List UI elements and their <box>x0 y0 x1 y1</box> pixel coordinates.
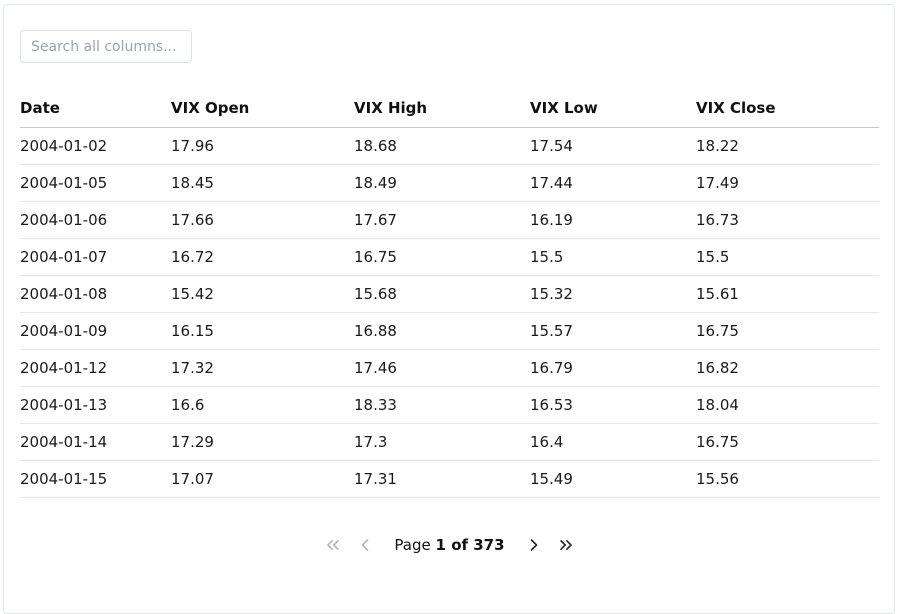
table-header: Date VIX Open VIX High VIX Low VIX Close <box>20 96 879 128</box>
cell-date: 2004-01-06 <box>20 201 171 239</box>
cell-vix-low: 16.53 <box>530 386 696 424</box>
cell-vix-low: 15.49 <box>530 460 696 498</box>
cell-vix-high: 17.46 <box>354 349 530 387</box>
chevron-right-icon <box>524 535 544 555</box>
cell-vix-open: 16.15 <box>171 312 354 350</box>
cell-vix-low: 15.32 <box>530 275 696 313</box>
cell-vix-low: 16.19 <box>530 201 696 239</box>
next-page-button[interactable] <box>521 532 547 558</box>
cell-date: 2004-01-09 <box>20 312 171 350</box>
table-row: 2004-01-15 17.07 17.31 15.49 15.56 <box>20 460 879 498</box>
cell-vix-close: 16.82 <box>696 349 879 387</box>
cell-date: 2004-01-05 <box>20 164 171 202</box>
pagination: Page 1 of 373 <box>20 532 879 558</box>
column-header-vix-open: VIX Open <box>171 96 354 128</box>
cell-vix-open: 16.6 <box>171 386 354 424</box>
cell-vix-high: 17.31 <box>354 460 530 498</box>
cell-vix-close: 16.75 <box>696 423 879 461</box>
column-header-vix-low: VIX Low <box>530 96 696 128</box>
cell-vix-open: 18.45 <box>171 164 354 202</box>
first-page-button[interactable] <box>320 532 346 558</box>
cell-vix-open: 16.72 <box>171 238 354 276</box>
cell-vix-high: 17.67 <box>354 201 530 239</box>
cell-vix-close: 16.75 <box>696 312 879 350</box>
chevrons-right-icon <box>556 535 576 555</box>
table-row: 2004-01-14 17.29 17.3 16.4 16.75 <box>20 423 879 461</box>
table-row: 2004-01-02 17.96 18.68 17.54 18.22 <box>20 127 879 165</box>
cell-vix-close: 15.61 <box>696 275 879 313</box>
cell-vix-close: 15.56 <box>696 460 879 498</box>
cell-date: 2004-01-07 <box>20 238 171 276</box>
cell-vix-high: 15.68 <box>354 275 530 313</box>
cell-date: 2004-01-02 <box>20 127 171 165</box>
data-table-card: Date VIX Open VIX High VIX Low VIX Close… <box>3 4 895 614</box>
cell-vix-low: 16.4 <box>530 423 696 461</box>
cell-date: 2004-01-15 <box>20 460 171 498</box>
vix-data-table: Date VIX Open VIX High VIX Low VIX Close… <box>20 96 879 498</box>
column-header-vix-high: VIX High <box>354 96 530 128</box>
last-page-button[interactable] <box>553 532 579 558</box>
cell-vix-open: 17.32 <box>171 349 354 387</box>
table-body: 2004-01-02 17.96 18.68 17.54 18.22 2004-… <box>20 127 879 498</box>
cell-date: 2004-01-14 <box>20 423 171 461</box>
column-header-date: Date <box>20 96 171 128</box>
previous-page-button[interactable] <box>352 532 378 558</box>
cell-vix-close: 17.49 <box>696 164 879 202</box>
table-row: 2004-01-07 16.72 16.75 15.5 15.5 <box>20 238 879 276</box>
cell-vix-low: 15.5 <box>530 238 696 276</box>
table-row: 2004-01-13 16.6 18.33 16.53 18.04 <box>20 386 879 424</box>
cell-vix-low: 16.79 <box>530 349 696 387</box>
cell-vix-close: 18.04 <box>696 386 879 424</box>
page-indicator: Page 1 of 373 <box>394 536 504 554</box>
cell-vix-open: 17.29 <box>171 423 354 461</box>
cell-date: 2004-01-13 <box>20 386 171 424</box>
cell-vix-high: 18.33 <box>354 386 530 424</box>
cell-vix-close: 18.22 <box>696 127 879 165</box>
cell-vix-high: 18.49 <box>354 164 530 202</box>
cell-vix-high: 16.75 <box>354 238 530 276</box>
table-row: 2004-01-08 15.42 15.68 15.32 15.61 <box>20 275 879 313</box>
cell-vix-high: 17.3 <box>354 423 530 461</box>
chevrons-left-icon <box>323 535 343 555</box>
cell-vix-low: 17.54 <box>530 127 696 165</box>
cell-date: 2004-01-12 <box>20 349 171 387</box>
column-header-vix-close: VIX Close <box>696 96 879 128</box>
cell-vix-low: 15.57 <box>530 312 696 350</box>
table-row: 2004-01-09 16.15 16.88 15.57 16.75 <box>20 312 879 350</box>
cell-vix-high: 16.88 <box>354 312 530 350</box>
table-row: 2004-01-05 18.45 18.49 17.44 17.49 <box>20 164 879 202</box>
page-label: Page <box>394 536 431 554</box>
chevron-left-icon <box>355 535 375 555</box>
cell-vix-open: 17.96 <box>171 127 354 165</box>
cell-vix-open: 17.07 <box>171 460 354 498</box>
page-info: 1 of 373 <box>435 536 505 554</box>
table-row: 2004-01-06 17.66 17.67 16.19 16.73 <box>20 201 879 239</box>
cell-vix-high: 18.68 <box>354 127 530 165</box>
cell-vix-close: 15.5 <box>696 238 879 276</box>
cell-vix-close: 16.73 <box>696 201 879 239</box>
cell-date: 2004-01-08 <box>20 275 171 313</box>
table-row: 2004-01-12 17.32 17.46 16.79 16.82 <box>20 349 879 387</box>
header-row: Date VIX Open VIX High VIX Low VIX Close <box>20 96 879 128</box>
cell-vix-open: 15.42 <box>171 275 354 313</box>
cell-vix-open: 17.66 <box>171 201 354 239</box>
search-input[interactable] <box>20 30 192 63</box>
cell-vix-low: 17.44 <box>530 164 696 202</box>
